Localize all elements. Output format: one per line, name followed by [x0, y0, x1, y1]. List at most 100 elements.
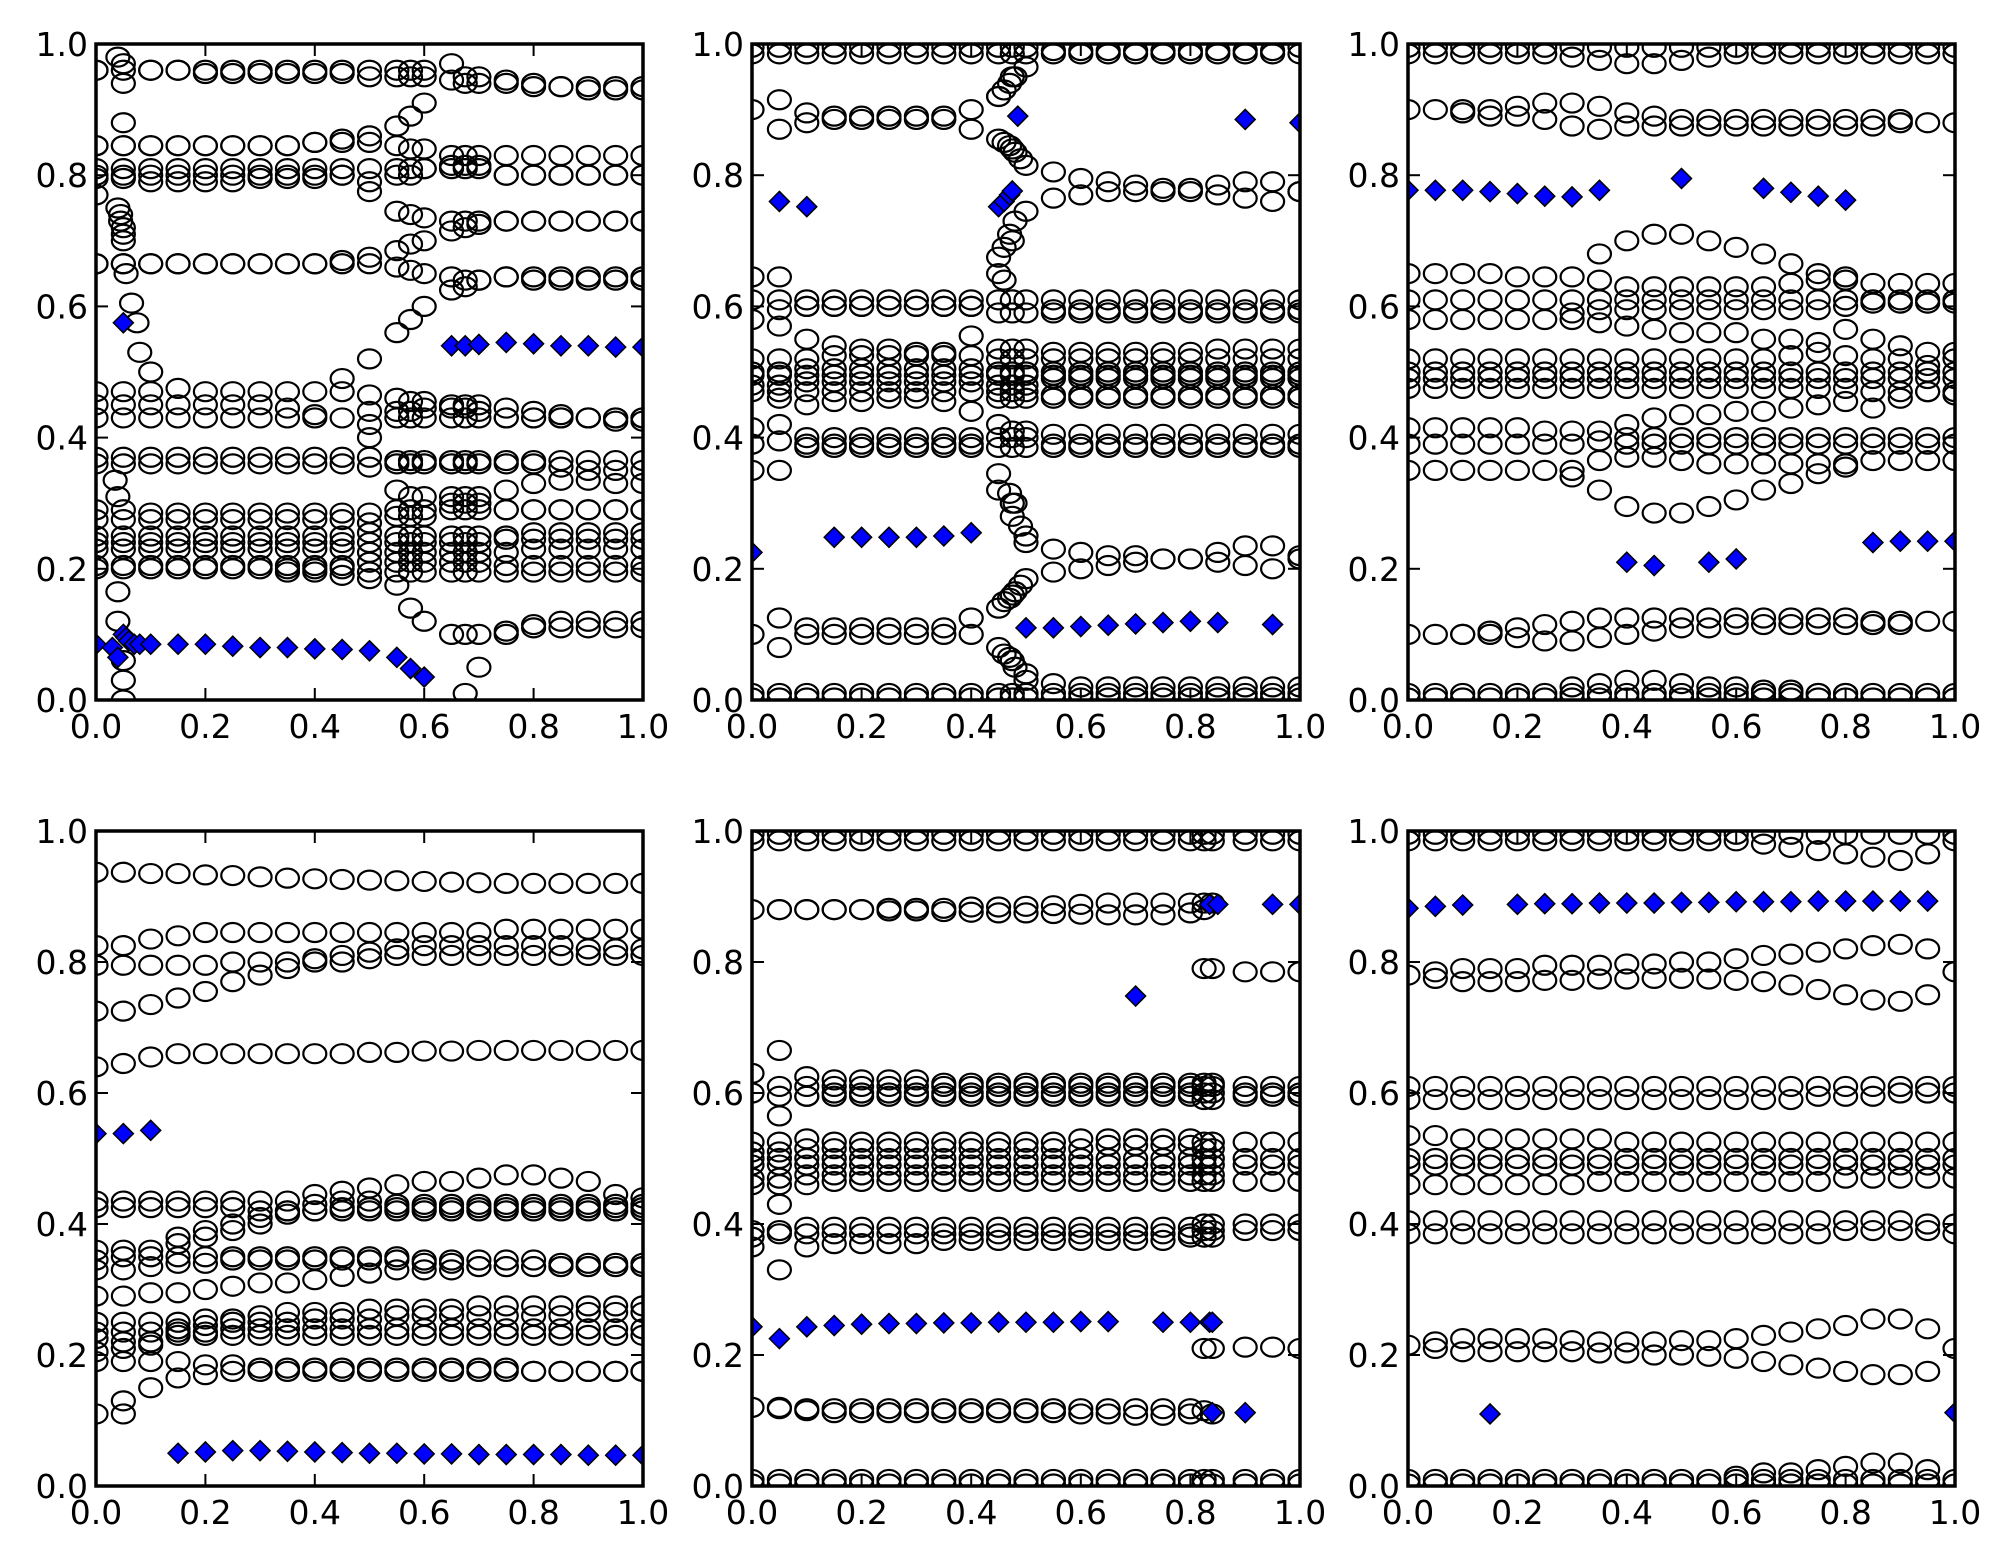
circle-point [1232, 1219, 1258, 1242]
circle-point [110, 1259, 136, 1281]
circle-point [1723, 969, 1749, 991]
circle-point [220, 1190, 246, 1212]
circle-point [1641, 361, 1667, 383]
circle-point [821, 898, 847, 921]
circle-point [329, 1249, 355, 1271]
circle-point [1586, 377, 1613, 399]
circle-point [1040, 1170, 1067, 1193]
circle-point [876, 1233, 902, 1255]
circle-point [466, 623, 492, 646]
diamond-point [112, 1122, 135, 1145]
circle-point [603, 872, 629, 895]
circle-point [1450, 1341, 1476, 1363]
circle-point [1696, 1210, 1722, 1232]
circle-point [493, 407, 519, 429]
circle-point [999, 348, 1025, 370]
circle-point [138, 446, 164, 468]
circle-point [1696, 607, 1722, 629]
circle-point [1477, 623, 1503, 646]
circle-point [1833, 682, 1859, 700]
circle-point [1860, 381, 1886, 403]
circle-point [411, 1360, 437, 1382]
circle-point [1696, 322, 1722, 344]
circle-point [1422, 1223, 1448, 1245]
circle-point [520, 1324, 547, 1346]
circle-point [1942, 1167, 1955, 1189]
x-tick-label: 0.2 [835, 707, 887, 746]
circle-point [397, 499, 424, 521]
circle-point [985, 436, 1012, 459]
circle-point [752, 1062, 765, 1084]
circle-point [1177, 423, 1204, 445]
circle-point [1915, 1459, 1941, 1481]
circle-point [1287, 1337, 1300, 1360]
circle-point [274, 446, 301, 468]
circle-point [1450, 44, 1476, 58]
circle-point [1422, 1174, 1448, 1196]
circle-point [821, 1216, 847, 1238]
circle-point [1232, 436, 1258, 459]
circle-point [96, 158, 109, 180]
circle-point [766, 1473, 792, 1486]
diamond-point [932, 1311, 955, 1334]
circle-point [1068, 1164, 1094, 1186]
circle-point [438, 561, 465, 583]
diamond-point [960, 1311, 983, 1334]
diamond-point [1261, 893, 1284, 916]
circle-point [575, 269, 601, 291]
circle-point [1778, 289, 1804, 311]
circle-point [411, 935, 437, 957]
circle-point [1532, 954, 1558, 976]
circle-point [1422, 459, 1448, 481]
circle-point [548, 469, 574, 491]
circle-point [520, 210, 547, 232]
circle-point [329, 59, 355, 81]
circle-point [1287, 1147, 1300, 1170]
circle-point [1095, 1216, 1121, 1238]
circle-point [1668, 223, 1695, 245]
circle-point [1150, 1473, 1176, 1486]
diamond-point [1001, 179, 1024, 203]
circle-point [1805, 840, 1831, 862]
diamond-point [1725, 890, 1748, 913]
circle-point [520, 617, 547, 639]
circle-point [110, 217, 136, 239]
circle-point [96, 1321, 109, 1343]
circle-point [192, 394, 218, 416]
circle-point [438, 220, 465, 242]
circle-point [630, 522, 643, 544]
circle-point [466, 492, 492, 514]
y-tick-label: 0.2 [1348, 1336, 1400, 1375]
circle-point [1450, 1075, 1476, 1098]
circle-point [931, 1075, 957, 1098]
circle-point [985, 1164, 1012, 1186]
circle-point [1068, 831, 1094, 845]
circle-point [96, 954, 109, 976]
circle-point [1532, 1174, 1558, 1196]
circle-point [1778, 1075, 1804, 1098]
circle-point [1450, 957, 1476, 980]
circle-point [1723, 948, 1749, 970]
circle-point [1723, 1131, 1749, 1153]
circle-point [876, 1138, 902, 1160]
circle-point [384, 66, 410, 88]
circle-point [247, 502, 273, 524]
circle-point [903, 682, 929, 700]
circle-point [165, 1282, 191, 1304]
circle-point [848, 1147, 875, 1170]
circle-point [110, 381, 136, 403]
circle-point [958, 358, 984, 380]
circle-point [110, 1052, 136, 1075]
circle-point [493, 453, 519, 475]
circle-point [903, 687, 929, 700]
circle-point [1450, 1473, 1476, 1486]
diamond-point [850, 1313, 873, 1336]
circle-point [1833, 1468, 1859, 1486]
circle-point [1191, 1164, 1217, 1186]
circle-point [1778, 1462, 1804, 1484]
diamond-point [1533, 185, 1556, 208]
circle-point [1641, 682, 1667, 700]
circle-point [1095, 1085, 1121, 1107]
circle-point [1532, 266, 1558, 288]
